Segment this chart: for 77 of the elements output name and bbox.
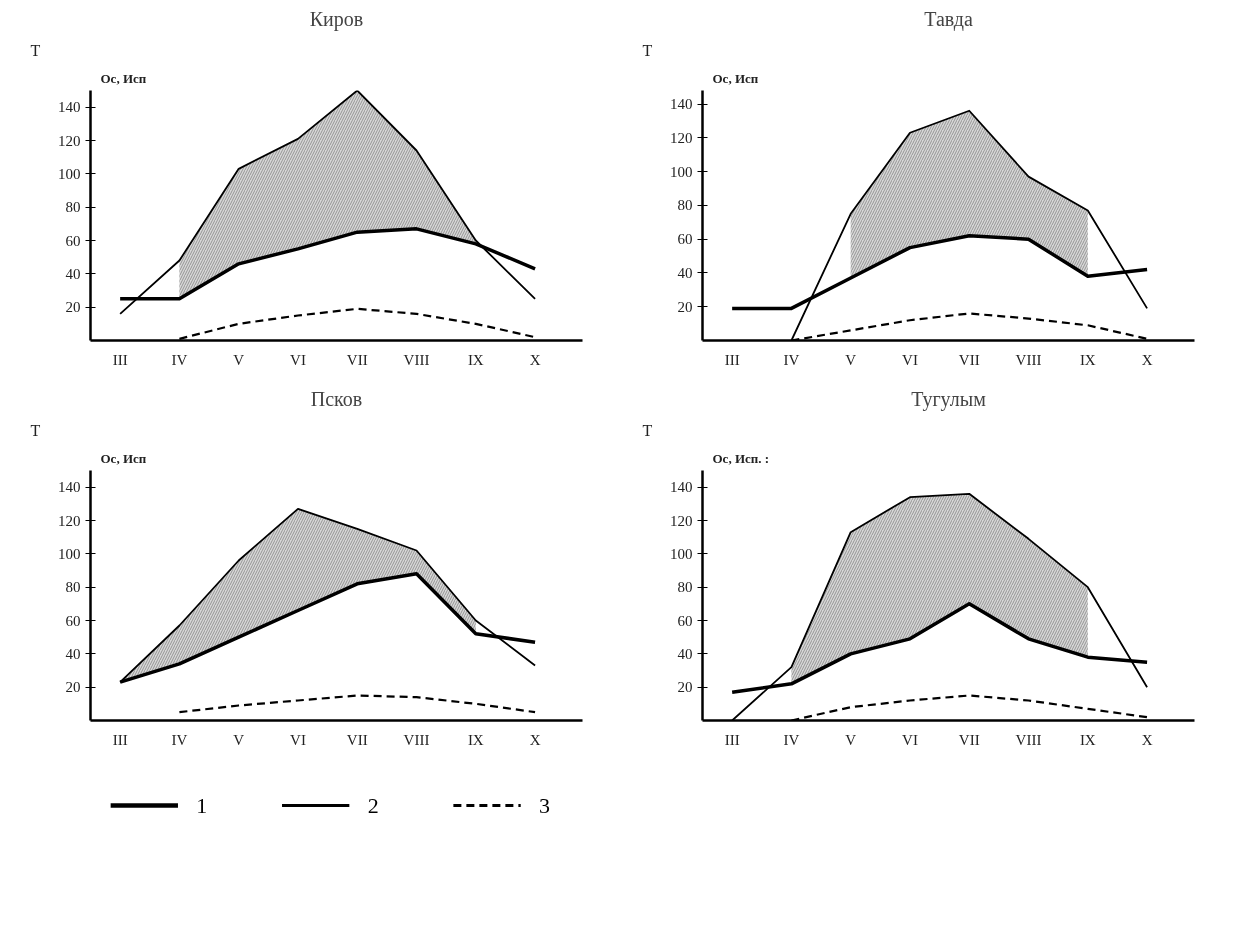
text: Т (30, 421, 41, 439)
x-tick-label: V (845, 351, 857, 368)
y-tick-label: 80 (677, 197, 693, 214)
y-tick-label: 20 (677, 679, 693, 696)
y-tick-label: 140 (58, 479, 81, 496)
y-tick-label: 40 (65, 645, 81, 662)
x-tick-label: III (724, 731, 740, 748)
y-tick-label: 20 (65, 299, 81, 316)
x-tick-label: V (233, 351, 245, 368)
y-tick-label: 100 (670, 163, 693, 180)
y-tick-label: 40 (65, 265, 81, 282)
x-tick-label: IX (467, 351, 484, 368)
y-tick-label: 140 (58, 99, 81, 116)
x-tick-label: VIII (1015, 731, 1042, 748)
x-tick-label: VIII (1015, 351, 1042, 368)
x-tick-label: III (724, 351, 740, 368)
y-tick-label: 120 (670, 129, 693, 146)
x-tick-label: IV (783, 351, 800, 368)
x-tick-label: III (112, 351, 128, 368)
x-tick-label: X (1141, 351, 1153, 368)
chart-title: Псков (310, 387, 363, 410)
x-tick-label: IX (467, 731, 484, 748)
y-tick-label: 140 (670, 479, 693, 496)
y-tick-label: 20 (65, 679, 81, 696)
y-tick-label: 100 (58, 165, 81, 182)
legend-label: 3 (539, 792, 551, 818)
y-axis-title: Ос, Исп (100, 70, 147, 86)
x-tick-label: VI (290, 351, 306, 368)
x-tick-label: IX (1079, 731, 1096, 748)
x-tick-label: X (1141, 731, 1153, 748)
x-tick-label: V (845, 731, 857, 748)
x-tick-label: VIII (403, 731, 430, 748)
y-tick-label: 60 (677, 231, 693, 248)
text: Т (642, 421, 653, 439)
y-tick-label: 100 (58, 545, 81, 562)
chart-title: Тавда (924, 7, 973, 31)
y-axis-title: Ос, Исп (100, 450, 147, 466)
y-tick-label: 80 (65, 199, 81, 216)
text: Т (30, 41, 41, 59)
line-series (178, 694, 537, 714)
y-tick-label: 60 (65, 612, 81, 629)
x-tick-label: IV (783, 731, 800, 748)
x-tick-label: VII (958, 731, 980, 748)
x-tick-label: X (529, 351, 541, 368)
x-tick-label: X (529, 731, 541, 748)
y-tick-label: 140 (670, 96, 693, 113)
x-tick-label: IV (171, 351, 188, 368)
legend-label: 1 (196, 792, 208, 818)
line-series (119, 90, 536, 315)
x-tick-label: VII (346, 351, 368, 368)
x-tick-label: IX (1079, 351, 1096, 368)
x-tick-label: V (233, 731, 245, 748)
chart-title: Киров (309, 7, 364, 31)
y-tick-label: 20 (677, 298, 693, 315)
y-tick-label: 40 (677, 645, 693, 662)
y-tick-label: 120 (670, 512, 693, 529)
text: Т (642, 41, 653, 59)
x-tick-label: III (112, 731, 128, 748)
y-tick-label: 100 (670, 545, 693, 562)
y-tick-label: 80 (65, 579, 81, 596)
y-axis-title: Ос, Исп. : (712, 450, 770, 466)
x-tick-label: VII (346, 731, 368, 748)
y-axis-title: Ос, Исп (712, 70, 759, 86)
x-tick-label: VI (902, 351, 918, 368)
legend-label: 2 (367, 792, 379, 818)
x-tick-label: VII (958, 351, 980, 368)
x-tick-label: IV (171, 731, 188, 748)
y-tick-label: 120 (58, 132, 81, 149)
chart-title: Тугулым (911, 387, 987, 411)
y-tick-label: 60 (677, 612, 693, 629)
x-tick-label: VI (902, 731, 918, 748)
y-tick-label: 120 (58, 512, 81, 529)
x-tick-label: VIII (403, 351, 430, 368)
y-tick-label: 40 (677, 264, 693, 281)
y-tick-label: 80 (677, 579, 693, 596)
x-tick-label: VI (290, 731, 306, 748)
y-tick-label: 60 (65, 232, 81, 249)
